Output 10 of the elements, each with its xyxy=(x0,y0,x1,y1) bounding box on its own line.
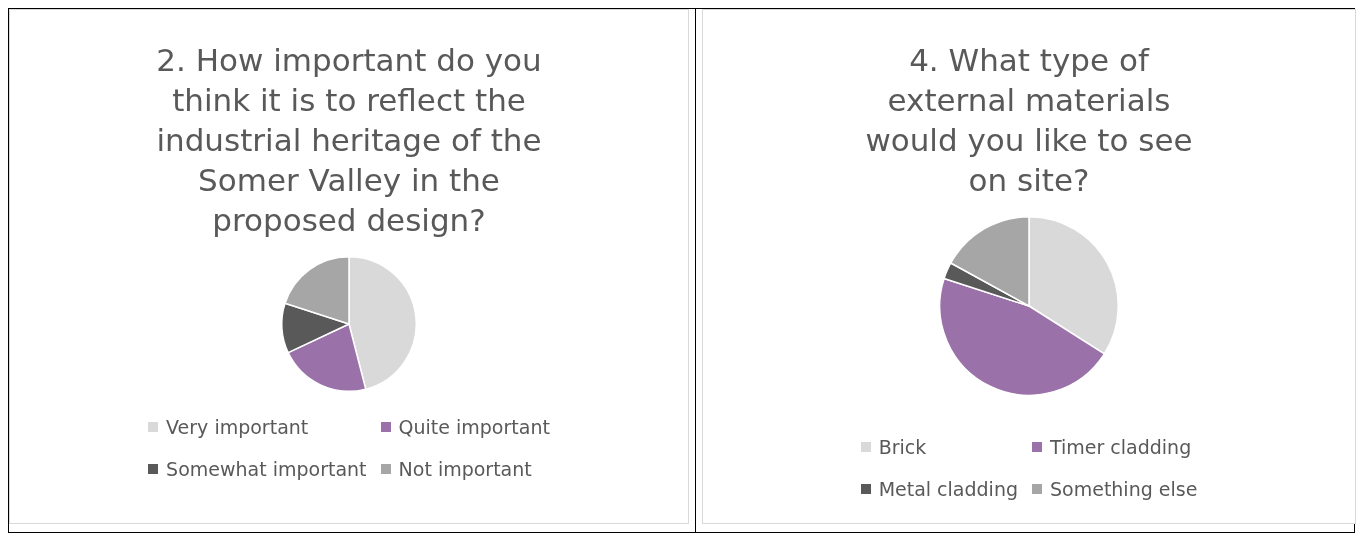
legend-label: Not important xyxy=(398,458,532,480)
chart-title: 2. How important do you think it is to reflect the industrial heritage of the Somer Valley in the proposed design? xyxy=(155,41,543,240)
legend-label: Something else xyxy=(1050,478,1198,500)
legend-label: Timer cladding xyxy=(1050,436,1192,458)
legend-label: Somewhat important xyxy=(166,458,367,480)
legend-label: Metal cladding xyxy=(878,478,1018,500)
legend-label: Quite important xyxy=(398,416,550,438)
legend-label: Very important xyxy=(166,416,309,438)
chart-title: 4. What type of external materials would you like to see on site? xyxy=(864,41,1194,200)
legend-label: Brick xyxy=(878,436,927,458)
